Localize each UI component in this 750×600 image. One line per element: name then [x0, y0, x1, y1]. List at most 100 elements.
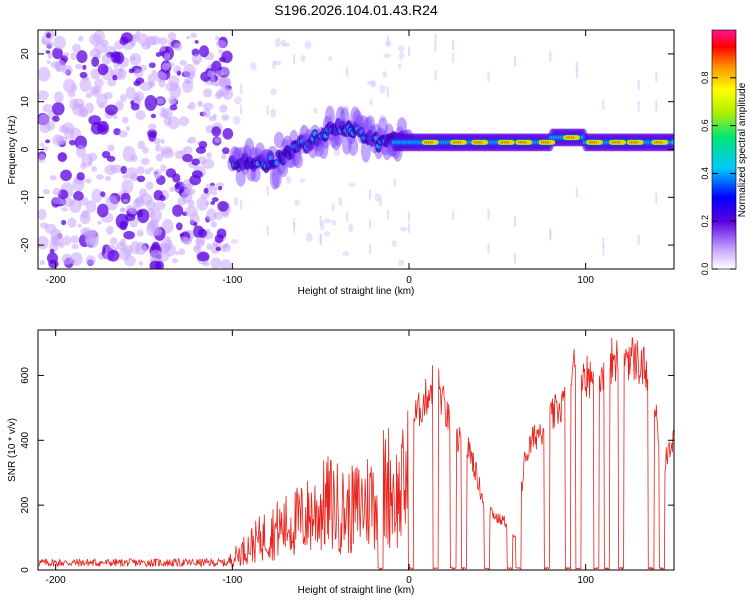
spectral-blob — [222, 87, 234, 100]
spectral-blob — [104, 104, 118, 116]
spectral-blob — [399, 226, 408, 232]
spectral-blob — [124, 255, 136, 267]
spectral-blob — [123, 198, 128, 203]
spectral-blob — [379, 84, 386, 94]
colorbar-ticks: 0.0 0.2 0.4 0.6 0.8 — [700, 72, 736, 276]
spectral-blob — [149, 249, 163, 263]
spectral-blob — [161, 62, 170, 71]
spectrogram-y-ticks: 20 10 0 -10 -20 — [20, 48, 674, 252]
spectral-streak — [487, 243, 490, 254]
spectral-streak — [434, 34, 437, 45]
spectral-blob — [52, 197, 63, 205]
spectral-blob — [125, 126, 131, 132]
spectrogram-xlabel: Height of straight line (km) — [298, 286, 415, 297]
spectral-blob — [199, 45, 210, 58]
spectral-blob — [235, 166, 246, 187]
snr-x-ticks: -200 -100 0 100 — [46, 330, 594, 586]
spectral-blob — [274, 37, 281, 48]
snr-frame — [37, 329, 675, 571]
spectral-blob — [205, 228, 211, 234]
spectral-blob — [549, 140, 555, 145]
spectral-streak — [514, 216, 516, 227]
spectral-blob — [187, 136, 197, 144]
spectral-blob — [93, 30, 106, 44]
spectral-blob — [45, 41, 54, 48]
spectral-blob — [41, 146, 49, 152]
spectral-blob — [176, 70, 182, 76]
spectral-blob — [338, 196, 343, 206]
spectral-blob — [161, 148, 174, 159]
spectral-blob — [52, 47, 63, 60]
spectral-blob — [219, 104, 228, 113]
spectral-streak — [487, 71, 490, 82]
spectral-blob — [215, 246, 222, 252]
colorbar-label: Normalized spectral amplitude — [737, 82, 748, 217]
spectral-blob — [160, 164, 167, 172]
spectral-blob — [299, 178, 306, 183]
spectral-blob — [38, 208, 47, 221]
spectral-streak — [602, 245, 605, 256]
spectral-streak — [575, 68, 578, 79]
spectral-blob — [526, 140, 532, 145]
spectral-blob — [144, 94, 157, 111]
spectral-blob — [73, 191, 84, 201]
spectral-blob — [280, 39, 287, 48]
spectral-blob — [120, 93, 127, 103]
spectral-blob — [154, 173, 160, 179]
spectral-blob — [139, 193, 153, 206]
spectral-blob — [267, 155, 273, 161]
spectral-blob — [160, 239, 172, 252]
spectral-blob — [52, 115, 60, 122]
spectral-blob — [216, 89, 224, 98]
spectral-blob — [278, 159, 289, 178]
spectral-blob — [358, 115, 369, 137]
spectral-blob — [100, 191, 106, 197]
spectral-blob — [87, 160, 93, 165]
spectral-blob — [89, 85, 102, 95]
spectral-blob — [140, 157, 150, 166]
spectral-blob — [125, 86, 136, 100]
spectral-blob — [202, 102, 214, 111]
spectral-blob — [45, 139, 51, 144]
spectral-blob — [63, 52, 70, 57]
spectral-blob — [107, 144, 115, 152]
spectral-blob — [61, 122, 75, 134]
spectral-blob — [212, 190, 218, 196]
spectral-blob — [206, 152, 212, 159]
spectral-blob — [369, 98, 373, 106]
spectral-blob — [215, 70, 224, 77]
spectral-streak — [655, 101, 658, 112]
spectral-blob — [67, 217, 77, 228]
spectral-streak — [575, 61, 578, 72]
spectral-streak — [408, 46, 410, 57]
spectral-blob — [163, 52, 171, 61]
spectral-blob — [285, 175, 292, 184]
spectral-blob — [365, 115, 376, 133]
spectral-blob — [190, 32, 197, 39]
y-tick-label: 600 — [20, 367, 31, 384]
colorbar-tick-label: 0.0 — [700, 263, 710, 276]
spectral-blob — [120, 165, 128, 175]
spectral-blob — [399, 51, 404, 60]
spectral-blob — [171, 257, 178, 264]
spectral-blob — [221, 153, 227, 160]
spectral-blob — [293, 152, 304, 169]
spectral-blob — [57, 152, 67, 163]
spectral-blob — [118, 67, 124, 72]
y-tick-label: -20 — [20, 237, 31, 252]
spectral-blob — [112, 74, 118, 81]
spectral-blob — [671, 139, 674, 145]
spectral-blob — [107, 249, 120, 262]
page-title: S196.2026.104.01.43.R24 — [274, 2, 438, 18]
x-tick-label: 100 — [577, 575, 594, 586]
spectral-streak — [369, 218, 372, 229]
spectral-blob — [70, 52, 77, 61]
spectral-blob — [294, 199, 300, 207]
spectral-blob — [181, 189, 193, 204]
spectral-blob — [61, 253, 73, 265]
spectral-blob — [55, 135, 68, 145]
spectral-blob — [196, 251, 210, 262]
spectral-blob — [142, 246, 148, 253]
spectral-streak — [293, 217, 296, 228]
spectral-blob — [194, 39, 199, 44]
